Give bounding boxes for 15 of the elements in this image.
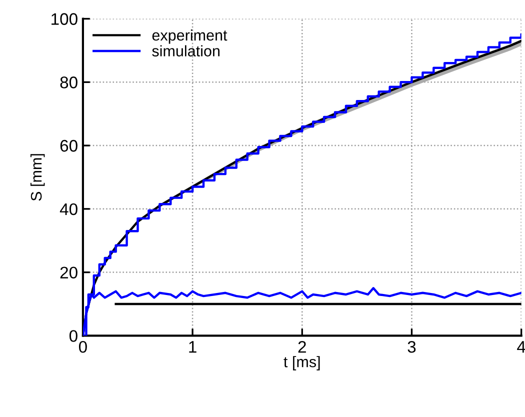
x-tick-label: 2 bbox=[298, 340, 306, 353]
legend-label: experiment bbox=[152, 29, 228, 44]
y-axis-title: S [mm] bbox=[30, 154, 45, 201]
x-tick-label: 0 bbox=[78, 340, 87, 353]
x-tick-label: 1 bbox=[189, 341, 196, 353]
y-tick-label: 40 bbox=[60, 203, 78, 216]
legend-label: simulation bbox=[152, 45, 220, 56]
x-tick-label: 3 bbox=[408, 340, 416, 353]
y-tick-label: 60 bbox=[60, 140, 78, 152]
y-tick-label: 0 bbox=[69, 330, 78, 342]
x-tick-label: 4 bbox=[517, 341, 525, 353]
y-tick-label: 100 bbox=[52, 13, 78, 25]
y-tick-label: 20 bbox=[60, 266, 78, 279]
y-tick-label: 80 bbox=[60, 76, 78, 88]
x-axis-title: t [ms] bbox=[284, 356, 320, 370]
